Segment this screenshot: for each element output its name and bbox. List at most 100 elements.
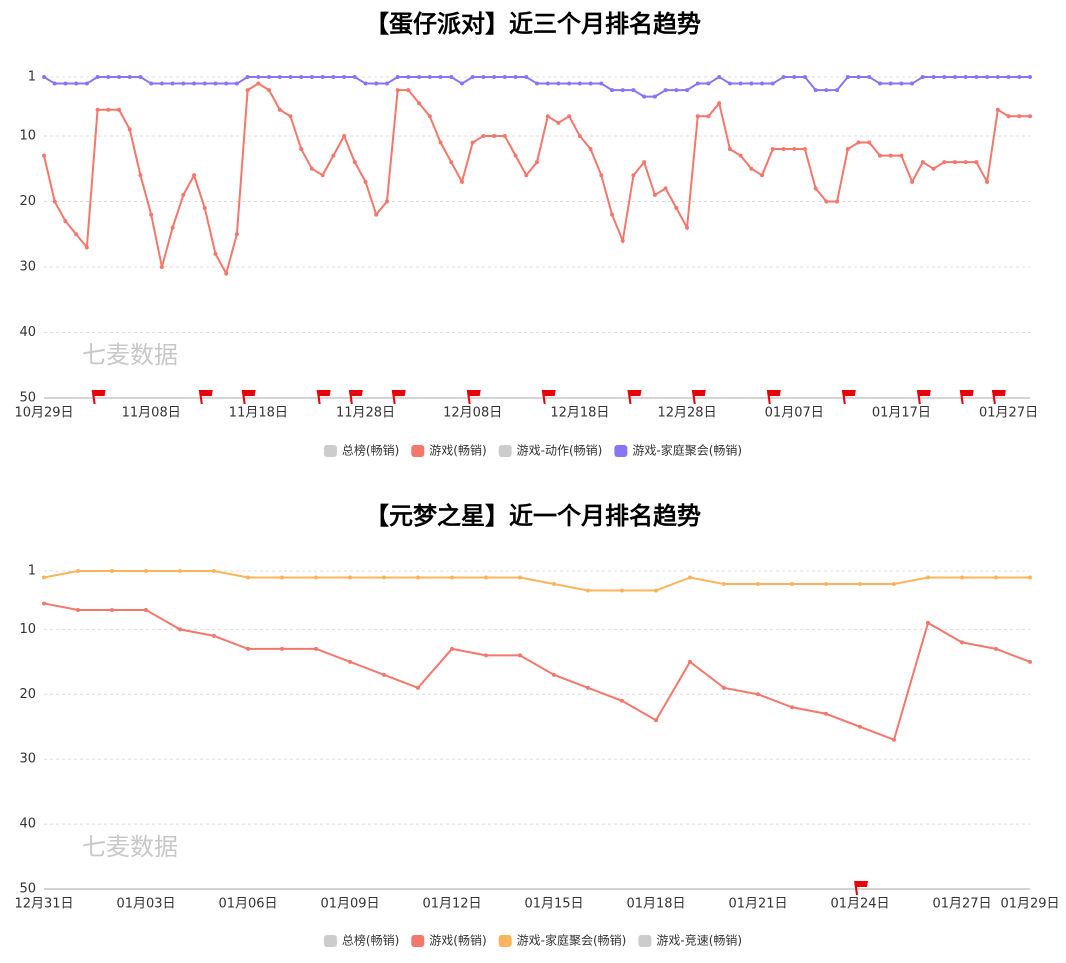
point xyxy=(790,581,794,586)
point xyxy=(824,581,828,586)
event-flag[interactable] xyxy=(348,390,363,404)
legend-item[interactable]: 游戏(畅销) xyxy=(411,444,487,458)
point xyxy=(620,698,624,703)
point xyxy=(395,75,400,79)
point xyxy=(320,75,325,79)
point xyxy=(438,140,443,145)
point xyxy=(952,75,957,79)
point xyxy=(299,75,304,79)
legend-swatch xyxy=(411,935,425,947)
point xyxy=(963,75,968,79)
event-flag[interactable] xyxy=(391,390,406,404)
point xyxy=(149,212,154,217)
point xyxy=(545,114,550,119)
point xyxy=(374,81,379,86)
event-flag[interactable] xyxy=(316,390,331,404)
point xyxy=(42,75,46,79)
event-flag[interactable] xyxy=(841,390,856,404)
point xyxy=(749,166,754,171)
x-tick-label: 01月07日 xyxy=(765,406,824,421)
point xyxy=(63,81,68,86)
point xyxy=(84,81,89,86)
point xyxy=(352,75,357,79)
x-tick-label: 12月28日 xyxy=(657,406,716,421)
point xyxy=(586,588,590,593)
legend-label: 游戏-家庭聚会(畅销) xyxy=(632,443,742,458)
point xyxy=(652,94,657,99)
point xyxy=(245,88,250,93)
point xyxy=(910,179,915,184)
point xyxy=(835,88,840,93)
point xyxy=(181,81,186,86)
point xyxy=(267,75,272,79)
legend-item[interactable]: 游戏-动作(畅销) xyxy=(498,444,603,458)
line xyxy=(43,75,1030,98)
point xyxy=(642,160,647,165)
event-flag[interactable] xyxy=(91,390,106,404)
point xyxy=(256,75,261,79)
y-tick-label: 40 xyxy=(19,817,36,832)
point xyxy=(760,173,765,178)
point xyxy=(470,140,475,145)
y-tick-label: 50 xyxy=(19,882,36,897)
point xyxy=(770,147,775,152)
point xyxy=(931,75,936,79)
x-tick-label: 01月27日 xyxy=(932,897,991,912)
event-flag[interactable] xyxy=(766,390,781,404)
point xyxy=(178,627,182,632)
x-tick-label: 01月03日 xyxy=(116,897,175,912)
point xyxy=(877,81,882,86)
legend-item[interactable]: 游戏-家庭聚会(畅销) xyxy=(498,933,627,948)
event-flag[interactable] xyxy=(959,390,974,404)
event-flag[interactable] xyxy=(991,390,1006,404)
point xyxy=(685,225,690,230)
event-flag[interactable] xyxy=(854,881,868,895)
event-flag[interactable] xyxy=(466,390,481,404)
point xyxy=(518,653,522,658)
legend-item[interactable]: 游戏(畅销) xyxy=(411,934,487,948)
point xyxy=(352,160,357,165)
legend-item[interactable]: 游戏-家庭聚会(畅销) xyxy=(614,443,742,458)
legend-item[interactable]: 总榜(畅销) xyxy=(323,443,399,458)
point xyxy=(577,133,582,138)
point xyxy=(610,212,615,217)
event-flag[interactable] xyxy=(198,390,213,404)
point xyxy=(384,81,389,86)
point xyxy=(813,186,818,191)
point xyxy=(76,569,80,573)
point xyxy=(856,140,861,145)
point xyxy=(920,160,925,165)
watermark: 七麦数据 xyxy=(82,341,178,369)
point xyxy=(663,186,668,191)
point xyxy=(288,75,293,79)
event-flag[interactable] xyxy=(627,390,642,404)
point xyxy=(213,251,218,256)
point xyxy=(695,114,700,119)
point xyxy=(695,81,700,86)
y-tick-label: 50 xyxy=(19,391,36,406)
event-flag[interactable] xyxy=(241,390,256,404)
point xyxy=(395,88,400,93)
point xyxy=(502,133,507,138)
legend-item[interactable]: 游戏-竞速(畅销) xyxy=(638,934,742,948)
x-tick-label: 01月24日 xyxy=(830,897,889,912)
point xyxy=(331,153,336,158)
point xyxy=(416,685,420,690)
x-tick-label: 01月21日 xyxy=(728,897,787,912)
event-flag[interactable] xyxy=(541,390,556,404)
point xyxy=(348,659,352,664)
point xyxy=(663,88,668,93)
legend-item[interactable]: 总榜(畅销) xyxy=(323,933,399,948)
y-tick-label: 10 xyxy=(19,622,36,637)
point xyxy=(738,153,743,158)
event-flag[interactable] xyxy=(916,390,931,404)
point xyxy=(620,88,625,93)
legend: 总榜(畅销) 游戏(畅销) 游戏-家庭聚会(畅销) 游戏-竞速(畅销) xyxy=(323,933,742,948)
point xyxy=(552,581,556,586)
point xyxy=(813,88,818,93)
point xyxy=(960,640,964,645)
point xyxy=(654,718,658,723)
event-flag[interactable] xyxy=(691,390,706,404)
point xyxy=(212,633,216,638)
point xyxy=(706,81,711,86)
